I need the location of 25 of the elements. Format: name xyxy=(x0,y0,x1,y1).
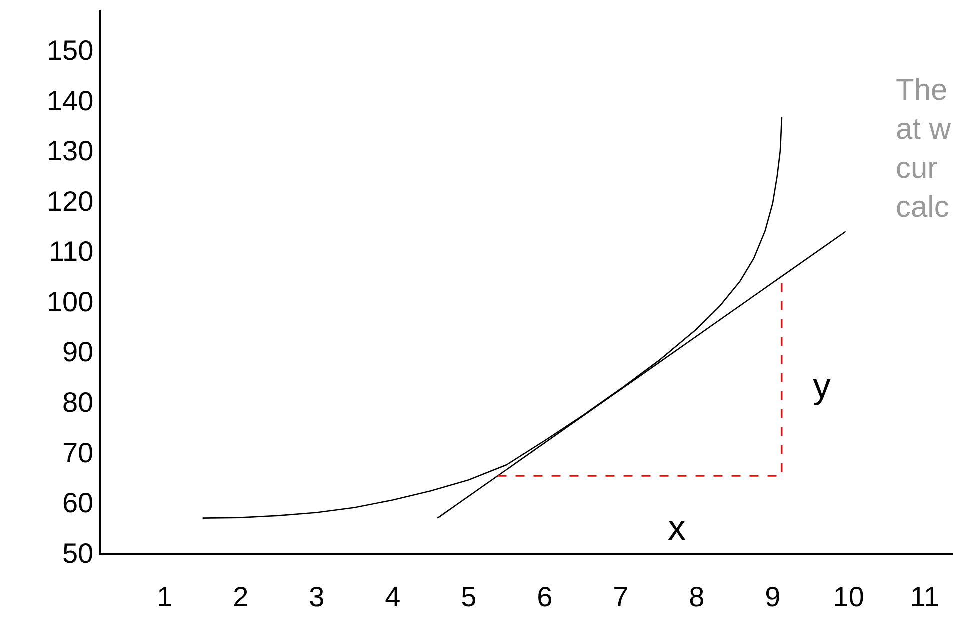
y-tick-label: 80 xyxy=(62,386,94,418)
x-tick-label: 10 xyxy=(833,581,864,612)
y-tick-label: 90 xyxy=(62,336,94,368)
x-tick-label: 2 xyxy=(233,581,249,612)
y-tick-label: 70 xyxy=(62,437,94,468)
y-tick-label: 150 xyxy=(46,35,94,66)
annotation: x xyxy=(668,507,686,548)
x-tick-label: 9 xyxy=(765,581,781,612)
y-tick-label: 110 xyxy=(49,236,94,268)
y-tick-label: 140 xyxy=(46,85,94,116)
annotation: The at w cur calc xyxy=(896,74,952,224)
x-tick-label: 1 xyxy=(157,581,173,612)
x-tick-label: 8 xyxy=(689,581,705,612)
y-tick-label: 50 xyxy=(62,538,94,569)
y-tick-label: 60 xyxy=(62,488,94,519)
x-tick-label: 3 xyxy=(309,581,325,612)
x-tick-label: 4 xyxy=(385,581,401,612)
x-tick-label: 7 xyxy=(613,581,629,612)
annotation: y xyxy=(813,365,831,406)
y-tick-label: 120 xyxy=(46,186,94,217)
y-tick-label: 100 xyxy=(46,286,94,318)
x-tick-label: 11 xyxy=(910,581,940,612)
y-tick-label: 130 xyxy=(46,136,94,167)
x-tick-label: 5 xyxy=(461,581,477,612)
x-tick-label: 6 xyxy=(537,581,553,612)
